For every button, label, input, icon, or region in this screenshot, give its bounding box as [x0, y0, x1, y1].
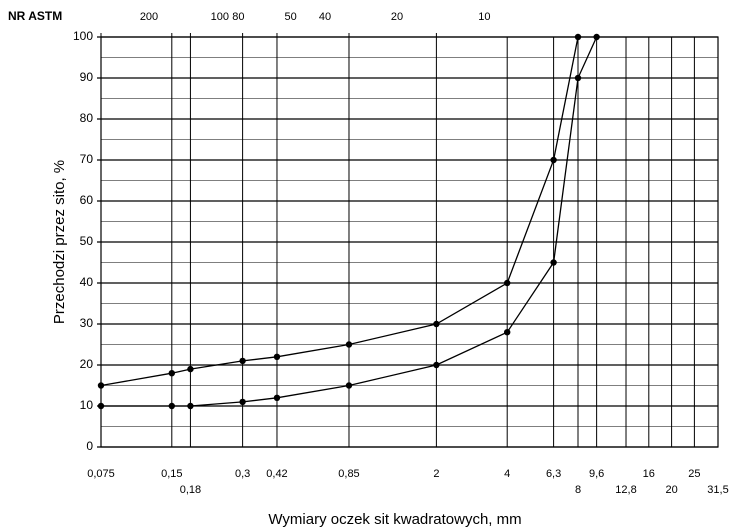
- point: [574, 74, 582, 82]
- plot-frame: [100, 36, 719, 448]
- y-tick-label: 30: [80, 316, 94, 330]
- point: [187, 402, 194, 410]
- point: [187, 365, 194, 373]
- point: [273, 353, 281, 360]
- y-tick-label: 50: [80, 234, 94, 248]
- x2-tick-label: 100: [211, 11, 229, 23]
- x-tick-label: 16: [643, 468, 655, 480]
- x-axis-label: Wymiary oczek sit kwadratowych, mm: [268, 511, 521, 528]
- point: [168, 370, 176, 377]
- y-tick-label: 90: [80, 70, 94, 84]
- y-tick-label: 0: [86, 439, 93, 453]
- x-tick-label: 4: [504, 468, 510, 480]
- point: [550, 156, 557, 164]
- x-tick-label: 31,5: [707, 484, 728, 496]
- point: [433, 320, 440, 328]
- x-tick-label: 0,15: [161, 468, 182, 480]
- point: [97, 402, 105, 410]
- x2-tick-label: 20: [391, 11, 403, 23]
- x-tick-label: 0,18: [180, 484, 201, 496]
- y-tick-label: 20: [80, 357, 94, 371]
- x-tick-label: 12,8: [615, 484, 636, 496]
- x-tick-label: 0,85: [338, 468, 359, 480]
- y-axis-label: Przechodzi przez sito, %: [51, 160, 68, 324]
- x2-tick-label: 40: [319, 11, 331, 23]
- point: [239, 398, 246, 406]
- y-tick-label: 60: [80, 193, 94, 207]
- x-tick-label: 6,3: [546, 468, 561, 480]
- point: [345, 382, 353, 389]
- x-tick-label: 0,42: [266, 468, 287, 480]
- y-tick-label: 70: [80, 152, 94, 166]
- y-tick-label: 80: [80, 111, 94, 125]
- y-tick-label: 10: [80, 398, 94, 412]
- point: [433, 361, 440, 369]
- x-tick-label: 2: [433, 468, 439, 480]
- x-tick-label: 9,6: [589, 468, 604, 480]
- point: [97, 382, 105, 389]
- x-tick-label: 8: [575, 484, 581, 496]
- point: [593, 33, 600, 41]
- x2-tick-label: 10: [478, 11, 490, 23]
- x2-tick-label: 80: [232, 11, 244, 23]
- curve: [100, 36, 579, 387]
- point: [345, 341, 353, 348]
- x2-tick-label: 200: [140, 11, 158, 23]
- x-tick-label: 25: [688, 468, 700, 480]
- x-tick-label: 0,075: [87, 468, 115, 480]
- y-tick-label: 100: [73, 29, 93, 43]
- point: [273, 394, 281, 401]
- point: [168, 402, 176, 410]
- point: [503, 329, 511, 336]
- x2-tick-label: 50: [284, 11, 296, 23]
- point: [503, 279, 511, 287]
- point: [239, 357, 246, 365]
- x2-axis-label: NR ASTM: [8, 9, 62, 23]
- point: [550, 259, 557, 266]
- x-tick-label: 20: [665, 484, 677, 496]
- y-tick-label: 40: [80, 275, 94, 289]
- point: [574, 33, 582, 41]
- x-tick-label: 0,3: [235, 468, 250, 480]
